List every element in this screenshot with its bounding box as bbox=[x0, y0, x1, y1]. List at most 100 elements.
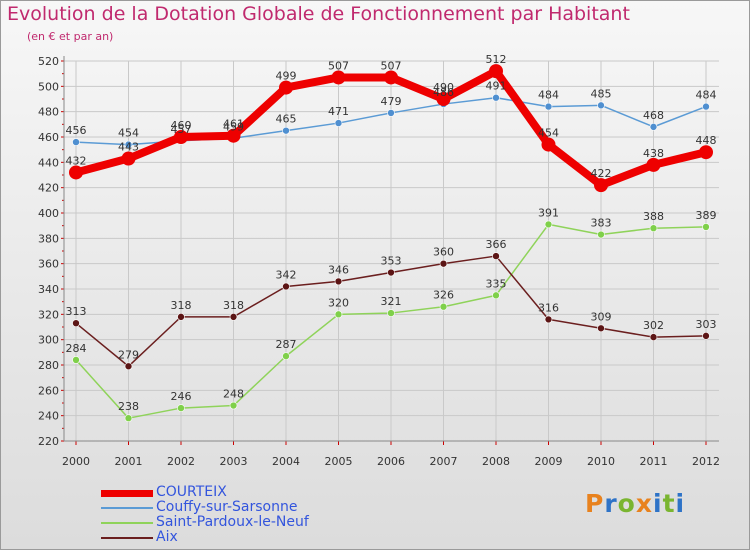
data-point bbox=[72, 356, 80, 364]
data-label: 284 bbox=[66, 342, 87, 355]
data-label: 318 bbox=[171, 299, 192, 312]
chart-subtitle: (en € et par an) bbox=[27, 30, 114, 43]
x-tick-label: 2006 bbox=[377, 455, 405, 468]
y-tick-label: 520 bbox=[38, 55, 59, 68]
data-label: 279 bbox=[118, 348, 139, 361]
data-label: 512 bbox=[486, 53, 507, 66]
data-point bbox=[649, 224, 658, 232]
data-label: 438 bbox=[643, 147, 664, 160]
data-label: 313 bbox=[66, 305, 87, 318]
x-tick-label: 2007 bbox=[430, 455, 458, 468]
data-point bbox=[597, 230, 605, 239]
data-label: 454 bbox=[118, 127, 139, 140]
y-tick-label: 300 bbox=[38, 334, 59, 347]
data-point bbox=[544, 220, 553, 229]
data-label: 468 bbox=[643, 109, 664, 122]
legend-label: Couffy-sur-Sarsonne bbox=[156, 499, 298, 515]
data-point bbox=[702, 102, 710, 111]
data-point bbox=[334, 119, 343, 127]
y-tick-label: 460 bbox=[38, 131, 59, 144]
data-point bbox=[229, 313, 238, 321]
data-label: 461 bbox=[223, 118, 244, 131]
data-point bbox=[177, 404, 185, 412]
data-label: 490 bbox=[433, 81, 454, 94]
data-label: 287 bbox=[276, 338, 297, 351]
data-point bbox=[72, 319, 80, 328]
data-point bbox=[702, 332, 710, 340]
data-point bbox=[436, 92, 451, 106]
x-tick-label: 2001 bbox=[115, 455, 143, 468]
data-label: 346 bbox=[328, 263, 349, 276]
y-tick-label: 380 bbox=[38, 232, 59, 245]
x-tick-label: 2004 bbox=[272, 455, 300, 468]
x-tick-label: 2008 bbox=[482, 455, 510, 468]
data-point bbox=[597, 101, 605, 110]
data-point bbox=[69, 165, 83, 180]
data-label: 388 bbox=[643, 210, 664, 223]
data-point bbox=[282, 352, 290, 360]
data-label: 303 bbox=[696, 318, 717, 331]
data-label: 360 bbox=[433, 246, 454, 259]
data-label: 485 bbox=[591, 87, 612, 100]
data-label: 316 bbox=[538, 301, 559, 314]
data-point bbox=[121, 151, 136, 166]
data-point bbox=[492, 291, 500, 300]
data-label: 432 bbox=[66, 154, 87, 167]
legend-label: Aix bbox=[156, 529, 178, 545]
y-tick-label: 440 bbox=[38, 156, 59, 169]
y-tick-label: 260 bbox=[38, 384, 59, 397]
legend-label: COURTEIX bbox=[156, 484, 227, 500]
x-tick-label: 2000 bbox=[62, 455, 90, 468]
data-label: 507 bbox=[328, 59, 349, 72]
data-point bbox=[649, 333, 658, 341]
x-tick-label: 2012 bbox=[692, 455, 720, 468]
data-label: 471 bbox=[328, 105, 349, 118]
data-point bbox=[334, 310, 343, 319]
data-label: 422 bbox=[591, 167, 612, 180]
data-point bbox=[331, 70, 346, 85]
data-point bbox=[597, 324, 605, 333]
chart-title: Evolution de la Dotation Globale de Fonc… bbox=[7, 3, 630, 25]
data-label: 391 bbox=[538, 206, 559, 219]
data-point bbox=[649, 123, 658, 131]
data-label: 326 bbox=[433, 289, 454, 302]
data-label: 484 bbox=[538, 89, 559, 102]
data-label: 342 bbox=[276, 268, 297, 281]
data-label: 238 bbox=[118, 400, 139, 413]
proxiti-logo: Proxiti bbox=[585, 489, 686, 518]
data-point bbox=[177, 313, 185, 321]
data-label: 302 bbox=[643, 319, 664, 332]
y-tick-label: 400 bbox=[38, 207, 59, 220]
data-label: 448 bbox=[696, 134, 717, 147]
legend-swatch bbox=[101, 522, 153, 524]
data-point bbox=[646, 157, 661, 172]
data-point bbox=[124, 362, 133, 371]
data-point bbox=[174, 130, 188, 144]
data-label: 459 bbox=[223, 120, 244, 133]
data-point bbox=[387, 268, 395, 277]
data-point bbox=[387, 109, 395, 117]
data-point bbox=[334, 277, 343, 286]
data-label: 443 bbox=[118, 141, 139, 154]
x-tick-label: 2010 bbox=[587, 455, 615, 468]
data-point bbox=[699, 145, 713, 160]
data-label: 457 bbox=[171, 123, 192, 136]
data-point bbox=[229, 401, 238, 410]
x-tick-label: 2009 bbox=[535, 455, 563, 468]
data-label: 335 bbox=[486, 277, 507, 290]
legend-swatch bbox=[101, 490, 153, 497]
data-label: 499 bbox=[276, 70, 297, 83]
data-label: 491 bbox=[486, 80, 507, 93]
y-tick-label: 240 bbox=[38, 410, 59, 423]
x-tick-label: 2005 bbox=[325, 455, 353, 468]
y-tick-label: 320 bbox=[38, 308, 59, 321]
data-label: 321 bbox=[381, 295, 402, 308]
data-label: 353 bbox=[381, 255, 402, 268]
data-point bbox=[544, 102, 553, 111]
data-point bbox=[226, 128, 241, 143]
data-label: 460 bbox=[171, 119, 192, 132]
data-label: 486 bbox=[433, 86, 454, 99]
data-point bbox=[702, 223, 710, 231]
data-point bbox=[279, 80, 293, 95]
